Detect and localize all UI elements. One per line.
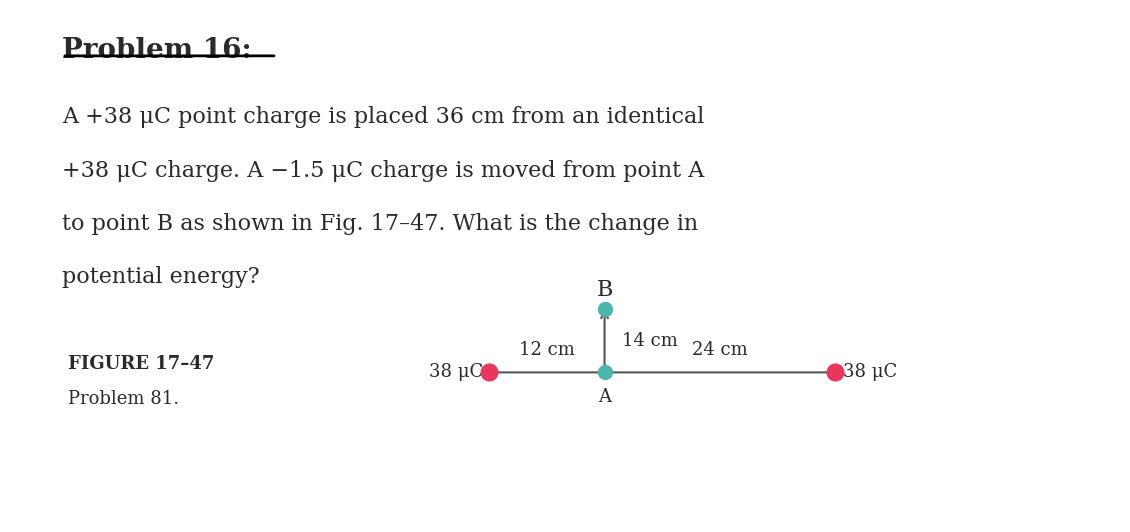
Text: +38 μC charge. A −1.5 μC charge is moved from point A: +38 μC charge. A −1.5 μC charge is moved… bbox=[62, 160, 704, 181]
Text: Problem 16:: Problem 16: bbox=[62, 37, 252, 64]
Text: Problem 81.: Problem 81. bbox=[68, 390, 179, 408]
Text: 38 μC: 38 μC bbox=[843, 363, 897, 381]
Text: 24 cm: 24 cm bbox=[692, 341, 748, 359]
Text: 38 μC: 38 μC bbox=[429, 363, 484, 381]
Text: potential energy?: potential energy? bbox=[62, 266, 260, 288]
Text: B: B bbox=[597, 279, 612, 301]
Text: A +38 μC point charge is placed 36 cm from an identical: A +38 μC point charge is placed 36 cm fr… bbox=[62, 106, 704, 128]
Text: to point B as shown in Fig. 17–47. What is the change in: to point B as shown in Fig. 17–47. What … bbox=[62, 213, 698, 235]
Text: A: A bbox=[598, 388, 611, 406]
Text: FIGURE 17–47: FIGURE 17–47 bbox=[68, 355, 215, 373]
Text: 12 cm: 12 cm bbox=[519, 341, 575, 359]
Text: 14 cm: 14 cm bbox=[622, 332, 677, 350]
